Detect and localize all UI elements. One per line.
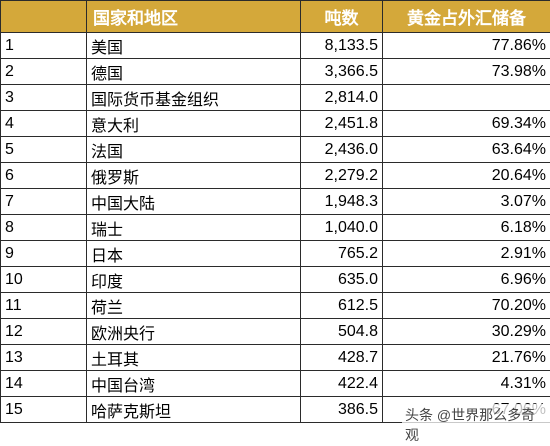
tons-cell: 635.0 bbox=[301, 267, 383, 293]
gold-share-cell: 6.96% bbox=[383, 267, 550, 293]
gold-share-cell: 30.29% bbox=[383, 319, 550, 345]
country-cell: 瑞士 bbox=[87, 215, 301, 241]
gold-share-cell: 77.86% bbox=[383, 33, 550, 59]
header-gold-share: 黄金占外汇储备 bbox=[383, 1, 550, 33]
rank-cell: 6 bbox=[1, 163, 87, 189]
country-cell: 荷兰 bbox=[87, 293, 301, 319]
gold-share-cell: 69.34% bbox=[383, 111, 550, 137]
gold-share-cell: 70.20% bbox=[383, 293, 550, 319]
rank-cell: 7 bbox=[1, 189, 87, 215]
country-cell: 俄罗斯 bbox=[87, 163, 301, 189]
gold-share-cell: 6.18% bbox=[383, 215, 550, 241]
tons-cell: 2,279.2 bbox=[301, 163, 383, 189]
rank-cell: 11 bbox=[1, 293, 87, 319]
rank-cell: 5 bbox=[1, 137, 87, 163]
country-cell: 欧洲央行 bbox=[87, 319, 301, 345]
country-cell: 中国大陆 bbox=[87, 189, 301, 215]
tons-cell: 612.5 bbox=[301, 293, 383, 319]
header-country-region: 国家和地区 bbox=[87, 1, 301, 33]
gold-share-cell: 21.76% bbox=[383, 345, 550, 371]
country-cell: 法国 bbox=[87, 137, 301, 163]
gold-share-cell bbox=[383, 85, 550, 111]
rank-cell: 9 bbox=[1, 241, 87, 267]
tons-cell: 428.7 bbox=[301, 345, 383, 371]
tons-cell: 1,948.3 bbox=[301, 189, 383, 215]
tons-cell: 1,040.0 bbox=[301, 215, 383, 241]
country-cell: 中国台湾 bbox=[87, 371, 301, 397]
country-cell: 德国 bbox=[87, 59, 301, 85]
gold-share-cell: 4.31% bbox=[383, 371, 550, 397]
tons-cell: 8,133.5 bbox=[301, 33, 383, 59]
rank-cell: 1 bbox=[1, 33, 87, 59]
gold-share-cell: 63.64% bbox=[383, 137, 550, 163]
tons-cell: 422.4 bbox=[301, 371, 383, 397]
tons-cell: 765.2 bbox=[301, 241, 383, 267]
watermark-text: 头条 @世界那么多奇观 bbox=[402, 404, 550, 446]
header-rank bbox=[1, 1, 87, 33]
tons-cell: 2,814.0 bbox=[301, 85, 383, 111]
country-cell: 土耳其 bbox=[87, 345, 301, 371]
gold-share-cell: 73.98% bbox=[383, 59, 550, 85]
country-cell: 国际货币基金组织 bbox=[87, 85, 301, 111]
country-cell: 哈萨克斯坦 bbox=[87, 397, 301, 423]
rank-cell: 8 bbox=[1, 215, 87, 241]
header-tons: 吨数 bbox=[301, 1, 383, 33]
country-cell: 意大利 bbox=[87, 111, 301, 137]
rank-cell: 4 bbox=[1, 111, 87, 137]
rank-cell: 3 bbox=[1, 85, 87, 111]
rank-cell: 14 bbox=[1, 371, 87, 397]
rank-cell: 2 bbox=[1, 59, 87, 85]
tons-cell: 3,366.5 bbox=[301, 59, 383, 85]
country-cell: 印度 bbox=[87, 267, 301, 293]
tons-cell: 2,436.0 bbox=[301, 137, 383, 163]
rank-cell: 10 bbox=[1, 267, 87, 293]
country-cell: 美国 bbox=[87, 33, 301, 59]
rank-cell: 12 bbox=[1, 319, 87, 345]
tons-cell: 504.8 bbox=[301, 319, 383, 345]
rank-cell: 13 bbox=[1, 345, 87, 371]
header-row: 国家和地区 吨数 黄金占外汇储备 bbox=[1, 1, 550, 33]
tons-cell: 386.5 bbox=[301, 397, 383, 423]
rank-cell: 15 bbox=[1, 397, 87, 423]
gold-share-cell: 2.91% bbox=[383, 241, 550, 267]
country-cell: 日本 bbox=[87, 241, 301, 267]
tons-cell: 2,451.8 bbox=[301, 111, 383, 137]
gold-share-cell: 3.07% bbox=[383, 189, 550, 215]
gold-share-cell: 20.64% bbox=[383, 163, 550, 189]
